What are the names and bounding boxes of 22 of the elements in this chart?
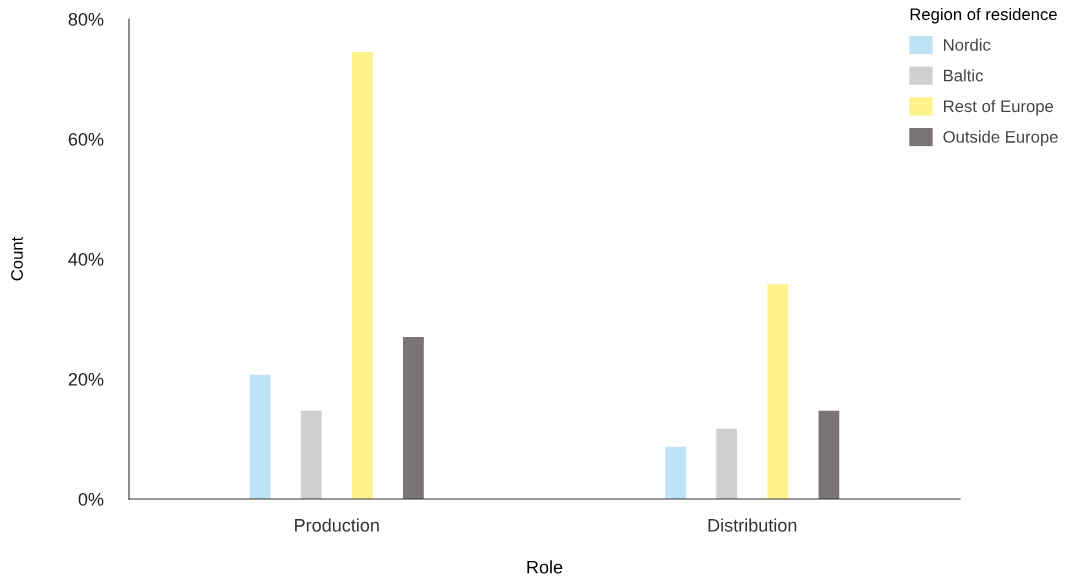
y-tick-label: 60% xyxy=(68,132,104,146)
bar xyxy=(351,52,373,499)
x-tick-label: Production xyxy=(295,518,379,532)
x-tick-label: Distribution xyxy=(708,518,797,532)
bar xyxy=(249,374,271,499)
bar xyxy=(767,284,789,499)
y-tick-label: 80% xyxy=(68,12,104,26)
y-axis-title: Count xyxy=(11,236,23,281)
bar xyxy=(716,428,738,499)
bar xyxy=(403,337,424,499)
bar xyxy=(300,410,322,499)
bar xyxy=(665,446,686,499)
legend-label: Baltic xyxy=(944,69,983,82)
y-tick-label: 20% xyxy=(68,372,104,386)
y-tick-label: 0% xyxy=(78,492,104,506)
legend-title: Region of residence xyxy=(910,7,1057,24)
legend-label: Rest of Europe xyxy=(944,99,1054,116)
legend-label: Outside Europe xyxy=(943,130,1058,147)
bar xyxy=(818,410,840,499)
x-axis-title: Role xyxy=(527,560,563,574)
legend-label: Nordic xyxy=(944,38,991,51)
y-tick-label: 40% xyxy=(68,252,104,266)
